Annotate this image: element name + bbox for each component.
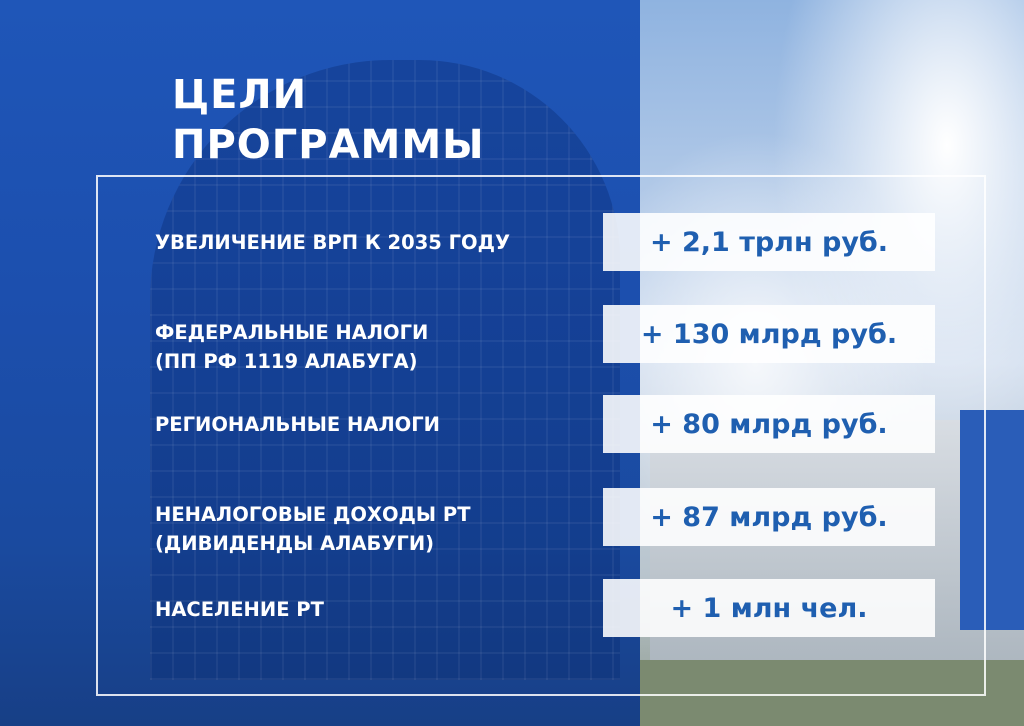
goal-value: + 130 млрд руб. — [603, 305, 935, 363]
background-building-accent — [960, 410, 1024, 630]
goal-label: НАСЕЛЕНИЕ РТ — [155, 598, 324, 621]
background-building-photo — [150, 60, 620, 680]
goal-label: РЕГИОНАЛЬНЫЕ НАЛОГИ — [155, 413, 440, 436]
goal-label: ФЕДЕРАЛЬНЫЕ НАЛОГИ (ПП РФ 1119 АЛАБУГА) — [155, 321, 429, 373]
goal-value: + 80 млрд руб. — [603, 395, 935, 453]
goal-value: + 87 млрд руб. — [603, 488, 935, 546]
content-frame — [96, 175, 986, 696]
slide-title: ЦЕЛИ ПРОГРАММЫ — [172, 70, 485, 170]
title-line: ПРОГРАММЫ — [172, 122, 485, 168]
goal-label: НЕНАЛОГОВЫЕ ДОХОДЫ РТ (ДИВИДЕНДЫ АЛАБУГИ) — [155, 503, 471, 555]
goal-label: УВЕЛИЧЕНИЕ ВРП К 2035 ГОДУ — [155, 231, 511, 254]
blue-overlay-panel — [0, 0, 640, 726]
goal-value: + 1 млн чел. — [603, 579, 935, 637]
title-line: ЦЕЛИ — [172, 72, 308, 118]
background-ground — [640, 660, 1024, 726]
goal-value: + 2,1 трлн руб. — [603, 213, 935, 271]
